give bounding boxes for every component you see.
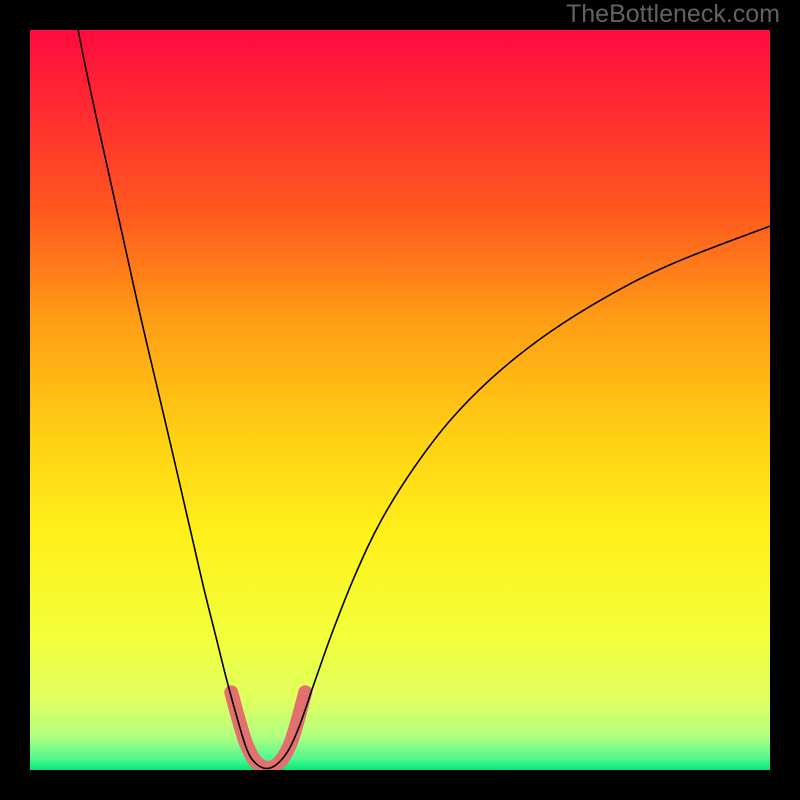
watermark-text: TheBottleneck.com [566,2,780,27]
chart-plot [30,30,770,770]
gradient-background [30,30,770,770]
outer-frame: TheBottleneck.com [0,0,800,800]
